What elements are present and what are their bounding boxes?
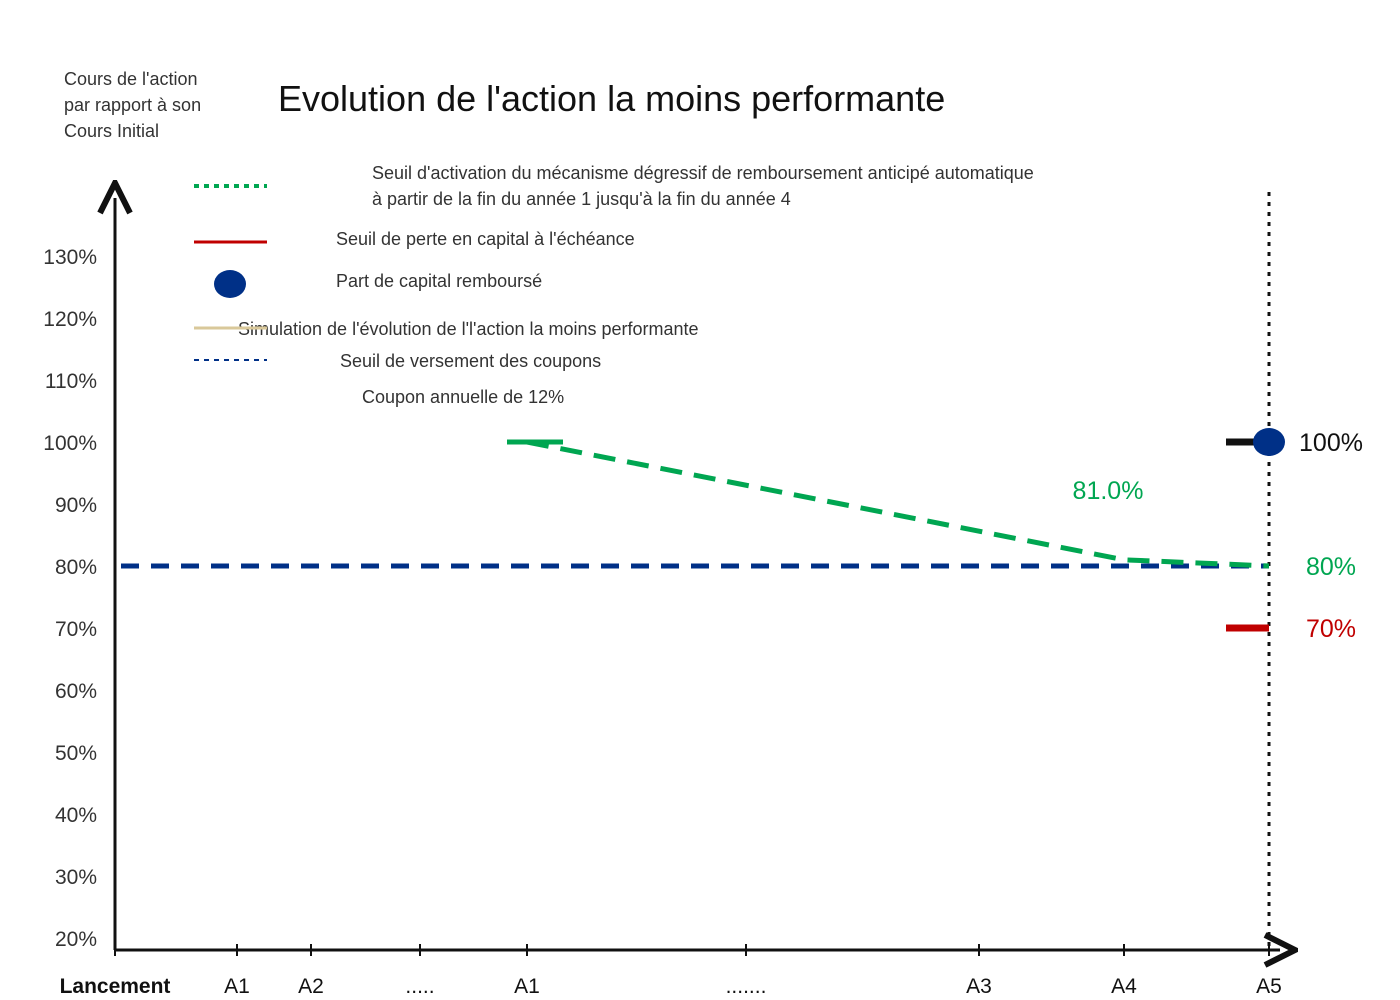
series-line-activation xyxy=(526,439,1270,569)
x-tick-label: A4 xyxy=(1111,975,1137,998)
x-tick-label: A1 xyxy=(224,975,250,998)
chart-title: Evolution de l'action la moins performan… xyxy=(278,78,946,119)
legend-symbol-capital xyxy=(214,270,246,298)
y-tick-label: 80% xyxy=(55,556,97,579)
y-tick-label: 90% xyxy=(55,494,97,517)
annotation-70: 70% xyxy=(1306,615,1356,643)
x-tick-label: A5 xyxy=(1256,975,1282,998)
legend-label-coupon-annuel: Coupon annuelle de 12% xyxy=(362,387,565,407)
x-tick-label: ....... xyxy=(726,975,767,998)
y-tick-label: 100% xyxy=(43,432,97,455)
y-tick-label: 30% xyxy=(55,866,97,889)
annotation-81: 81.0% xyxy=(1073,477,1144,505)
legend-label-activation-line2: à partir de la fin du année 1 jusqu'à la… xyxy=(372,189,791,209)
x-tick-label: ..... xyxy=(405,975,434,998)
legend-label-capital: Part de capital remboursé xyxy=(336,271,543,291)
legend-label-perte: Seuil de perte en capital à l'échéance xyxy=(336,229,635,249)
y-tick-label: 110% xyxy=(45,370,97,393)
y-tick-label: 130% xyxy=(43,246,97,269)
x-tick-label: Lancement xyxy=(60,975,171,998)
y-tick-label: 40% xyxy=(55,804,97,827)
legend-label-simulation: Simulation de l'évolution de l'l'action … xyxy=(238,319,699,339)
annotation-80: 80% xyxy=(1306,553,1356,581)
marker-capital-rembourse xyxy=(1253,428,1285,456)
x-tick-label: A1 xyxy=(514,975,540,998)
x-tick-label: A2 xyxy=(298,975,324,998)
y-tick-label: 60% xyxy=(55,680,97,703)
y-tick-label: 70% xyxy=(55,618,97,641)
annotation-100: 100% xyxy=(1299,429,1363,457)
y-tick-label: 20% xyxy=(55,928,97,951)
y-tick-label: 50% xyxy=(55,742,97,765)
x-tick-label: A3 xyxy=(966,975,992,998)
y-tick-label: 120% xyxy=(43,308,97,331)
legend-label-coupons: Seuil de versement des coupons xyxy=(340,351,602,371)
y-axis-label: Cours de l'action par rapport à son Cour… xyxy=(64,69,202,141)
legend-label-activation-line1: Seuil d'activation du mécanisme dégressi… xyxy=(372,163,1034,183)
